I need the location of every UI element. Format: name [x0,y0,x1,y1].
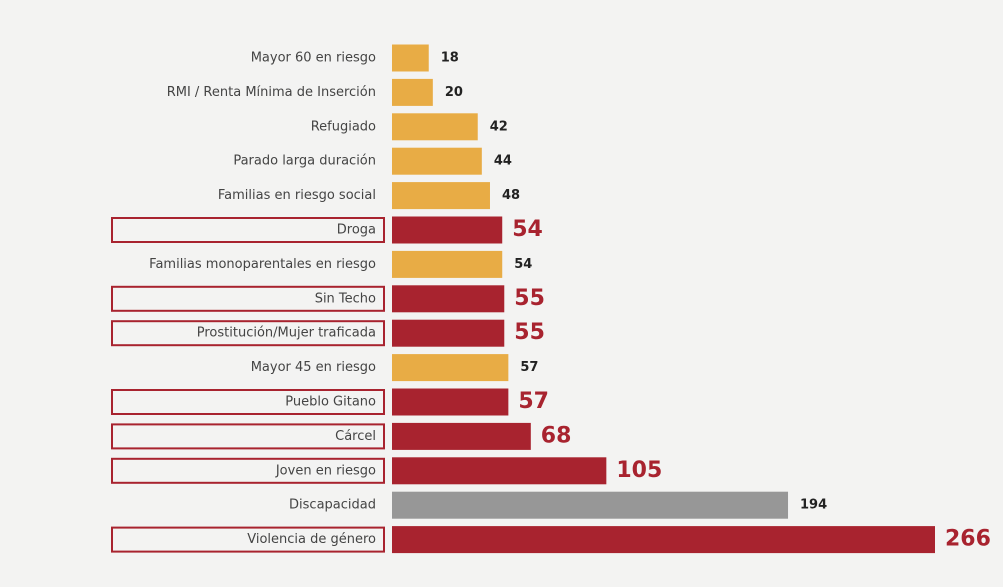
value-label: 105 [616,458,662,483]
category-label: Parado larga duración [233,154,376,169]
value-label: 54 [514,257,532,272]
value-label: 54 [512,217,543,242]
value-label: 20 [445,85,463,100]
value-label: 68 [541,423,572,448]
category-label: Mayor 45 en riesgo [251,360,376,375]
bar [392,113,478,141]
category-label: Violencia de género [247,532,376,547]
value-label: 194 [800,498,827,513]
bar [392,250,503,278]
label-box [111,423,385,450]
category-label: Pueblo Gitano [285,395,376,410]
value-label: 266 [945,527,991,552]
bar [392,182,490,210]
label-box [111,389,385,415]
category-label: Joven en riesgo [275,463,376,478]
bar [392,285,505,313]
bar [392,147,482,175]
label-box [111,285,385,312]
bar [392,526,935,554]
label-box [111,320,385,347]
value-label: 18 [441,51,459,66]
bar [392,78,433,106]
bar [392,319,505,347]
bar [392,216,503,244]
category-label: RMI / Renta Mínima de Inserción [167,85,376,100]
value-label: 48 [502,188,520,203]
bar [392,44,429,72]
label-box [111,526,385,553]
category-label: Prostitución/Mujer traficada [197,326,376,341]
value-label: 55 [514,320,545,345]
value-label: 42 [490,119,508,134]
bar [392,354,509,382]
value-label: 55 [514,286,545,311]
category-label: Sin Techo [315,291,376,306]
value-label: 57 [518,389,549,414]
bar [392,388,509,416]
category-label: Familias en riesgo social [218,188,376,203]
bar [392,422,531,450]
category-label: Droga [337,223,376,238]
category-label: Familias monoparentales en riesgo [149,257,376,272]
category-label: Refugiado [311,119,376,134]
value-label: 44 [494,154,512,169]
category-label: Mayor 60 en riesgo [251,51,376,66]
label-box [111,457,385,484]
bar [392,491,789,519]
category-label: Discapacidad [289,498,376,513]
bar [392,457,607,485]
category-label: Cárcel [335,429,376,444]
value-label: 57 [520,360,538,375]
label-box [111,217,385,243]
